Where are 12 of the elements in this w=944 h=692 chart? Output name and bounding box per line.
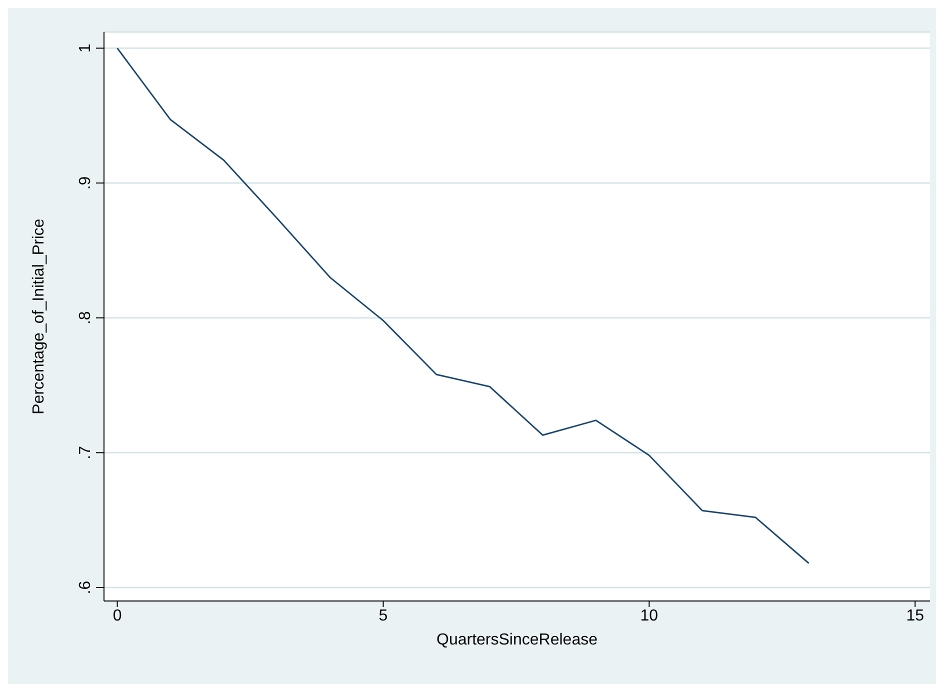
- y-tick-label: .8: [77, 311, 94, 325]
- x-tick-label: 0: [112, 607, 122, 624]
- x-axis-title: QuartersSinceRelease: [436, 631, 598, 648]
- y-tick-label: .7: [77, 446, 94, 460]
- y-tick-label: .9: [77, 176, 94, 190]
- x-tick-label: 10: [640, 607, 658, 624]
- x-tick-label: 15: [906, 607, 924, 624]
- y-tick-label: .6: [77, 580, 94, 594]
- line-series: [116, 47, 810, 564]
- y-axis-title: Percentage_of_Initial_Price: [30, 218, 48, 414]
- y-tick-label: 1: [77, 44, 94, 53]
- x-tick-label: 5: [378, 607, 388, 624]
